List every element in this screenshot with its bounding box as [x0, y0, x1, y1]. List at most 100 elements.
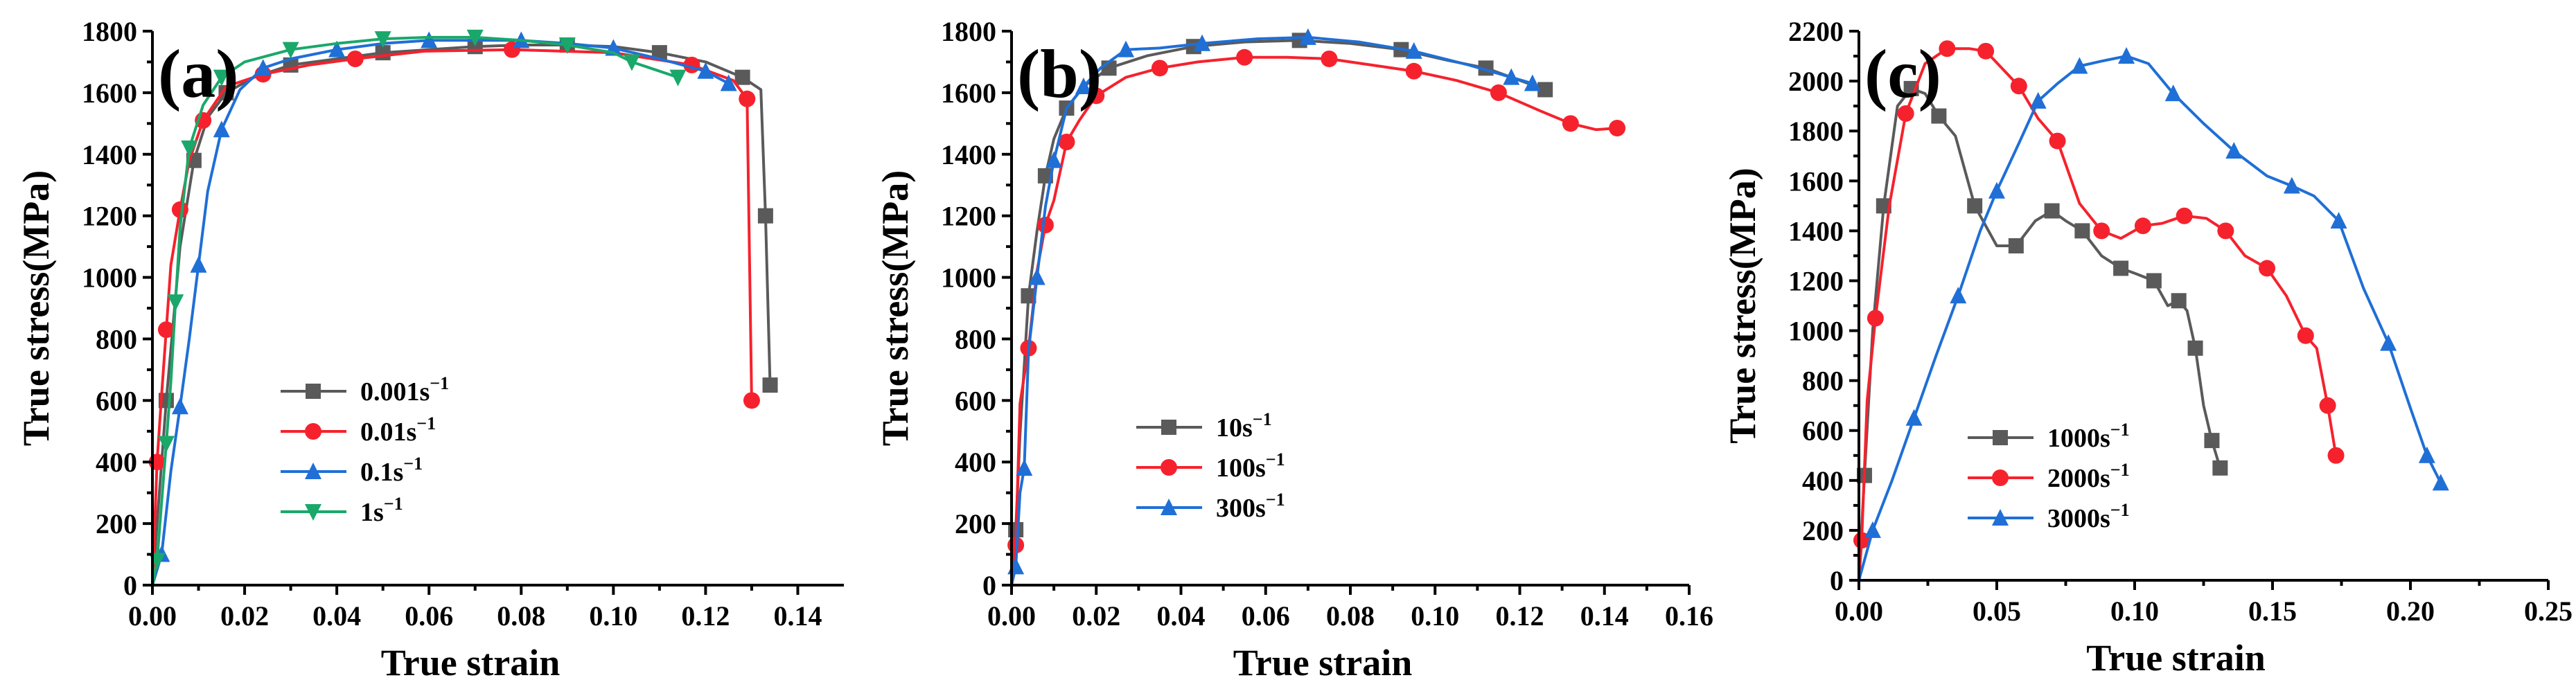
x-tick-label: 0.04 — [312, 600, 361, 632]
legend-label-sup: −1 — [1266, 449, 1285, 469]
series-2 — [1007, 48, 1626, 586]
y-tick-label: 800 — [96, 323, 137, 355]
series-3 — [1858, 47, 2449, 581]
legend-marker — [1992, 469, 2009, 486]
y-tick-label: 1000 — [1788, 316, 1844, 347]
x-tick-label: 0.14 — [773, 600, 822, 632]
data-point — [1046, 151, 1063, 168]
legend-item: 0.1s−1 — [281, 454, 423, 487]
x-tick-label: 0.12 — [1496, 600, 1544, 632]
panel-label: (b) — [1017, 35, 1102, 112]
panel-2: 0.00 0.02 0.04 0.06 0.08 0.10 0.12 0.14 0.16 0 200… — [874, 16, 1713, 683]
series-4 — [148, 29, 687, 586]
x-tick-label: 0.10 — [589, 600, 637, 632]
data-point — [374, 31, 391, 48]
y-tick-label: 1000 — [941, 262, 996, 294]
data-point — [171, 397, 188, 415]
data-point — [213, 120, 230, 138]
y-tick-label: 600 — [1802, 415, 1844, 447]
y-tick-label: 1600 — [82, 78, 137, 109]
legend-label: 0.01s−1 — [360, 413, 436, 447]
data-point — [328, 40, 346, 57]
y-tick-label: 1000 — [82, 262, 137, 294]
data-point — [346, 51, 364, 67]
data-point — [2049, 132, 2066, 150]
data-point — [2212, 460, 2228, 476]
data-point — [2283, 177, 2300, 194]
data-point — [697, 62, 714, 79]
y-tick-label: 1600 — [941, 78, 996, 109]
x-tick-label: 0.10 — [1411, 600, 1459, 632]
y-tick-label: 1800 — [82, 16, 137, 47]
legend-marker — [1161, 459, 1177, 476]
legend-label-sup: −1 — [403, 454, 423, 474]
data-point — [1905, 409, 1923, 426]
data-point — [2418, 446, 2435, 463]
series-line — [1858, 87, 2222, 581]
y-tick-label: 400 — [1802, 465, 1844, 496]
y-tick-label: 200 — [955, 508, 996, 539]
data-point — [2297, 327, 2314, 344]
data-point — [1609, 120, 1626, 136]
y-tick-label: 1800 — [1788, 116, 1844, 147]
data-point — [1299, 28, 1316, 45]
x-tick-label: 0.12 — [681, 600, 730, 632]
legend: 10s−1 100s−1 300s−1 — [1136, 409, 1285, 523]
y-tick-label: 400 — [955, 447, 996, 478]
data-point — [1537, 82, 1553, 98]
data-point — [1321, 51, 1338, 67]
x-axis-title: True strain — [381, 642, 560, 683]
y-tick-label: 1800 — [941, 16, 996, 47]
legend-label: 0.1s−1 — [360, 454, 423, 487]
series-2 — [148, 41, 760, 586]
data-point — [2164, 84, 2182, 102]
x-tick-label: 0.05 — [1973, 596, 2021, 627]
y-tick-label: 0 — [982, 570, 996, 601]
data-point — [1236, 48, 1253, 66]
data-point — [1016, 459, 1033, 476]
data-point — [558, 37, 576, 54]
legend-item: 3000s−1 — [1968, 500, 2130, 533]
legend-label: 300s−1 — [1216, 490, 1285, 523]
data-point — [181, 140, 198, 157]
y-tick-label: 0 — [1830, 565, 1844, 596]
data-point — [2074, 223, 2090, 239]
y-tick-label: 1400 — [82, 139, 137, 170]
y-tick-label: 1400 — [941, 139, 996, 170]
panel-label: (a) — [158, 35, 239, 112]
x-tick-label: 0.20 — [2386, 596, 2435, 627]
data-point — [2113, 260, 2129, 276]
series-line — [151, 39, 730, 586]
data-point — [466, 29, 484, 46]
legend-marker — [305, 463, 321, 479]
x-tick-label: 0.14 — [1580, 600, 1629, 632]
x-tick-label: 0.02 — [220, 600, 269, 632]
data-point — [762, 377, 778, 393]
data-point — [2327, 447, 2345, 464]
x-tick-label: 0.08 — [1326, 600, 1375, 632]
data-point — [1524, 74, 1541, 91]
y-tick-label: 2200 — [1788, 16, 1844, 47]
y-tick-label: 2000 — [1788, 66, 1844, 97]
legend-label: 10s−1 — [1216, 409, 1272, 442]
series-2 — [1853, 40, 2345, 581]
y-tick-label: 1600 — [1788, 165, 1844, 197]
data-point — [2330, 211, 2347, 229]
data-point — [1562, 115, 1579, 132]
data-point — [2010, 78, 2027, 95]
y-tick-label: 0 — [123, 570, 137, 601]
data-point — [2204, 433, 2220, 449]
data-point — [1028, 268, 1046, 285]
y-axis-title: True stress(MPa) — [874, 170, 916, 446]
y-tick-label: 800 — [955, 323, 996, 355]
data-point — [171, 201, 188, 218]
legend-label: 3000s−1 — [2047, 500, 2130, 533]
legend-label: 1000s−1 — [2047, 420, 2130, 453]
y-tick-label: 1200 — [1788, 265, 1844, 296]
data-point — [2044, 203, 2060, 219]
legend: 0.001s−1 0.01s−1 0.1s−1 1s−1 — [281, 373, 449, 527]
y-tick-label: 400 — [96, 447, 137, 478]
legend-item: 1000s−1 — [1968, 420, 2130, 453]
legend-marker — [1992, 509, 2009, 526]
data-point — [190, 256, 207, 273]
